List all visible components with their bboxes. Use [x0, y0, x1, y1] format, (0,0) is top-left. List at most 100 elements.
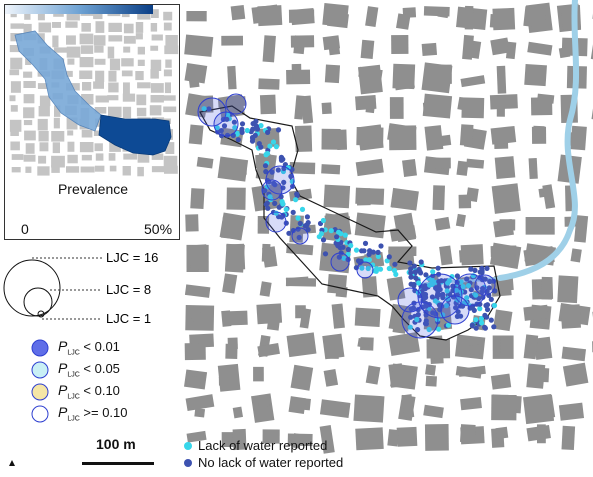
household-point	[335, 243, 341, 249]
household-point	[293, 197, 299, 203]
household-point	[359, 265, 365, 271]
building	[232, 406, 244, 419]
inset-building	[164, 45, 179, 55]
household-point	[473, 325, 479, 331]
household-point	[414, 316, 420, 323]
inset-building	[67, 130, 74, 136]
cluster-ring	[440, 295, 470, 325]
household-point	[296, 234, 302, 241]
p-label-010: PLJC < 0.10	[58, 382, 120, 401]
inset-building	[94, 45, 104, 53]
household-point	[290, 227, 296, 234]
household-point	[265, 129, 271, 135]
building	[437, 7, 450, 19]
household-point	[206, 106, 212, 112]
scale-bar	[82, 462, 154, 465]
inset-building	[150, 23, 158, 32]
household-point	[393, 271, 399, 277]
building	[561, 346, 587, 362]
inset-building	[93, 9, 103, 20]
household-point	[218, 128, 224, 134]
household-point	[482, 324, 488, 330]
household-point	[478, 315, 485, 322]
household-point	[386, 254, 392, 260]
building	[491, 183, 521, 214]
inset-building	[150, 59, 162, 71]
inset-building	[52, 142, 60, 154]
building	[355, 158, 384, 177]
building	[357, 337, 370, 349]
building	[527, 41, 553, 56]
household-point	[377, 266, 384, 272]
household-point	[318, 231, 324, 237]
inset-building	[54, 105, 61, 117]
inset-building	[37, 118, 48, 131]
inset-building	[66, 117, 78, 130]
scale-bar-label: 100 m	[96, 436, 136, 452]
household-point	[464, 276, 470, 282]
inset-building	[123, 46, 131, 53]
building	[266, 321, 280, 331]
household-point	[336, 254, 342, 260]
inset-building	[39, 95, 51, 107]
building	[456, 160, 469, 176]
inset-building	[51, 165, 60, 173]
inset-building	[123, 35, 136, 44]
building	[257, 5, 283, 27]
household-point	[365, 265, 371, 272]
household-point	[473, 317, 479, 323]
inset-building	[37, 83, 49, 89]
household-point	[386, 265, 392, 272]
building	[323, 184, 351, 209]
household-point	[263, 201, 269, 207]
prevalence-inset: Prevalence 0 50%	[4, 4, 180, 240]
inset-building	[37, 166, 50, 176]
inset-building	[24, 9, 31, 20]
building	[396, 13, 411, 30]
household-point	[408, 314, 414, 320]
household-point	[262, 188, 268, 194]
building	[460, 244, 484, 266]
household-point	[476, 296, 482, 302]
inset-building	[79, 70, 93, 79]
inset-building	[79, 57, 94, 68]
household-point	[429, 294, 435, 300]
household-point	[375, 249, 381, 255]
building	[434, 216, 451, 231]
inset-building	[10, 129, 19, 136]
building	[354, 307, 381, 328]
inset-building	[137, 166, 144, 177]
inset-building	[151, 166, 165, 173]
household-point	[472, 267, 478, 273]
building	[321, 128, 341, 150]
building	[188, 244, 209, 271]
household-point	[269, 169, 275, 175]
household-point	[408, 274, 414, 280]
cluster-ring	[417, 273, 463, 319]
household-point	[458, 313, 464, 319]
building	[221, 432, 236, 448]
building	[322, 35, 341, 51]
building	[356, 126, 384, 146]
household-point	[468, 266, 474, 272]
building	[288, 396, 307, 415]
inset-building	[23, 120, 33, 126]
building	[495, 426, 509, 440]
household-point	[384, 258, 390, 264]
building	[523, 394, 555, 425]
inset-building	[163, 106, 177, 113]
household-point	[276, 204, 282, 210]
household-point	[488, 317, 494, 323]
inset-building	[150, 45, 159, 51]
household-point	[432, 298, 438, 304]
building	[533, 336, 553, 360]
building	[355, 94, 377, 111]
prevalence-title: Prevalence	[57, 181, 129, 197]
inset-building	[10, 57, 23, 70]
household-point	[437, 286, 443, 293]
household-point	[436, 279, 442, 285]
building	[526, 363, 546, 389]
household-point	[453, 305, 459, 311]
inset-building	[51, 155, 65, 168]
household-point	[285, 165, 291, 171]
